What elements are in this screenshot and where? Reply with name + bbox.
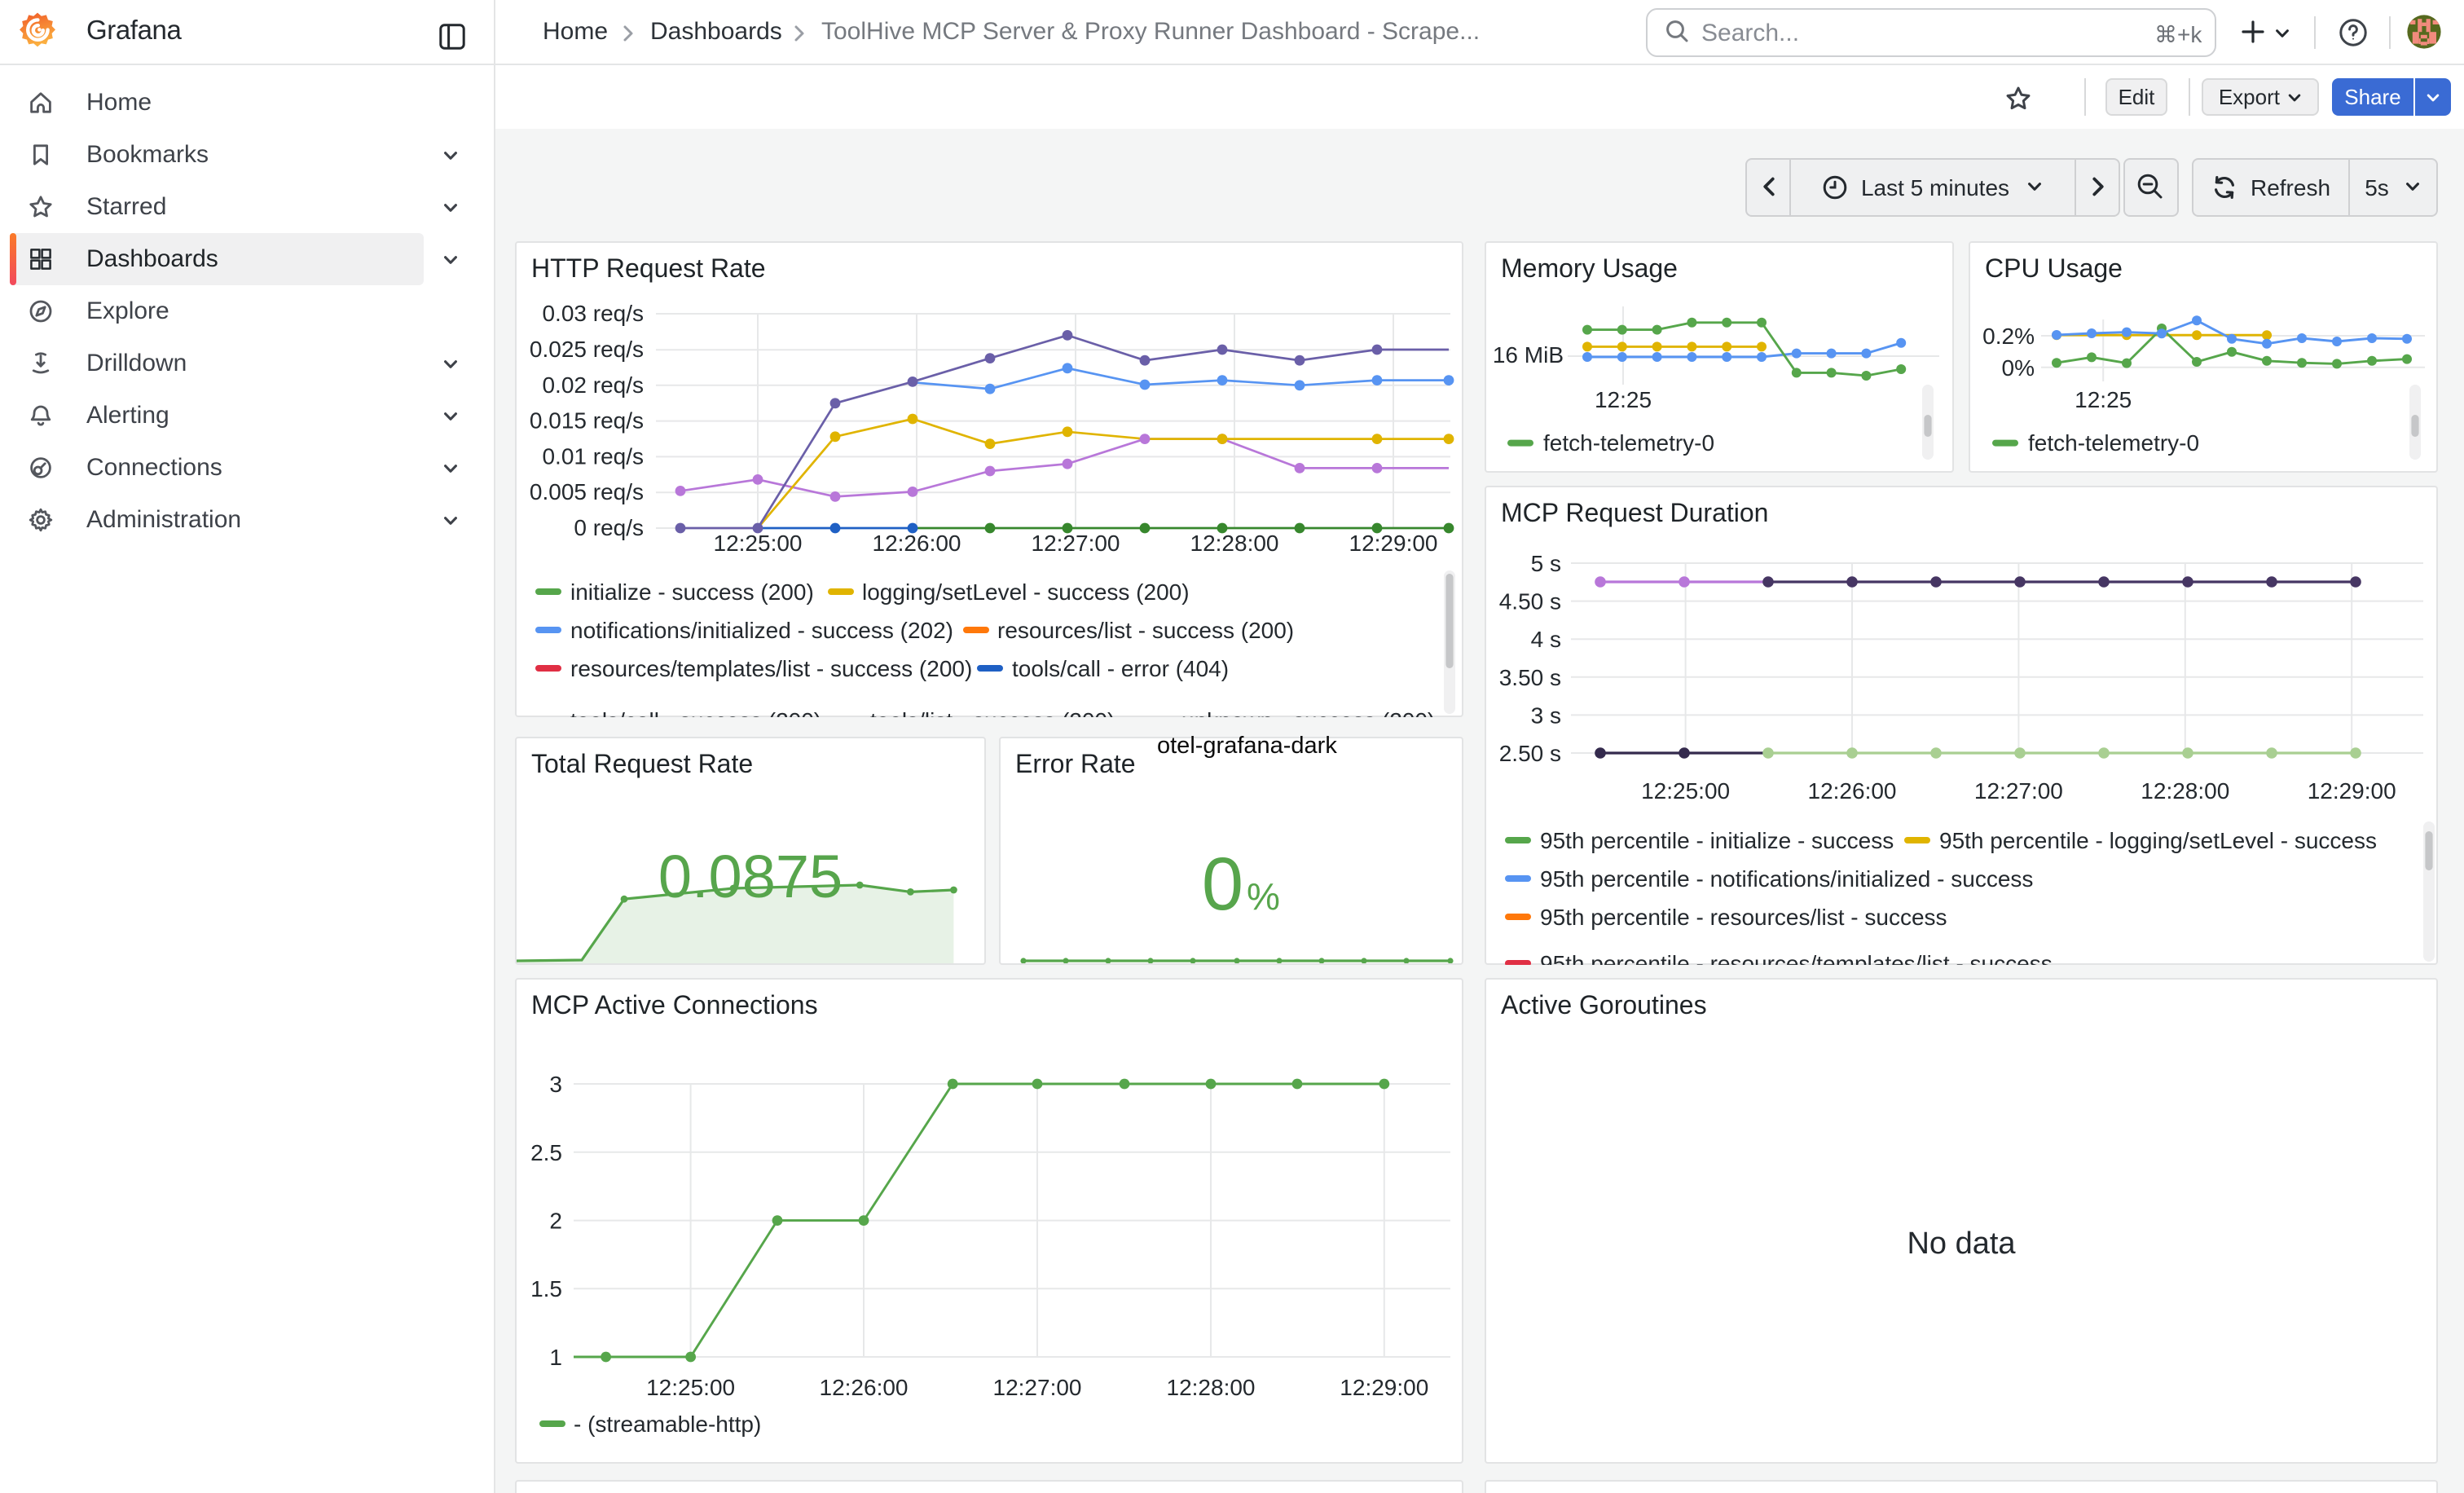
svg-text:2.5: 2.5 [530, 1140, 562, 1165]
svg-text:12:29:00: 12:29:00 [1340, 1375, 1428, 1400]
svg-text:0.2%: 0.2% [1982, 324, 2035, 349]
svg-text:12:26:00: 12:26:00 [820, 1375, 909, 1400]
svg-text:12:25:00: 12:25:00 [1641, 778, 1730, 804]
svg-text:3.50 s: 3.50 s [1499, 665, 1561, 690]
svg-text:12:26:00: 12:26:00 [1808, 778, 1897, 804]
svg-text:4 s: 4 s [1531, 627, 1561, 652]
svg-text:12:26:00: 12:26:00 [873, 531, 961, 556]
svg-text:tools/call - error (404): tools/call - error (404) [1012, 656, 1229, 681]
svg-text:resources/templates/list - suc: resources/templates/list - success (200) [570, 656, 972, 681]
svg-text:12:29:00: 12:29:00 [2308, 778, 2396, 804]
svg-text:2: 2 [549, 1209, 562, 1234]
svg-text:0.015 req/s: 0.015 req/s [530, 408, 644, 434]
svg-text:95th percentile - initialize -: 95th percentile - initialize - success [1540, 828, 1894, 853]
svg-text:12:29:00: 12:29:00 [1349, 531, 1438, 556]
svg-text:12:25:00: 12:25:00 [646, 1375, 735, 1400]
svg-text:3 s: 3 s [1531, 702, 1561, 728]
svg-text:4.50 s: 4.50 s [1499, 589, 1561, 614]
svg-text:unknown - success (200): unknown - success (200) [1181, 708, 1435, 717]
svg-text:- (streamable-http): - (streamable-http) [574, 1412, 761, 1437]
svg-text:12:28:00: 12:28:00 [1190, 531, 1279, 556]
svg-text:12:27:00: 12:27:00 [993, 1375, 1082, 1400]
svg-text:3: 3 [549, 1072, 562, 1097]
svg-text:95th percentile - notification: 95th percentile - notifications/initiali… [1540, 866, 2033, 892]
svg-text:12:28:00: 12:28:00 [1167, 1375, 1256, 1400]
svg-text:0%: 0% [2002, 355, 2035, 381]
svg-text:12:25:00: 12:25:00 [714, 531, 803, 556]
svg-text:2.50 s: 2.50 s [1499, 741, 1561, 766]
svg-text:1: 1 [549, 1345, 562, 1370]
svg-text:fetch-telemetry-0: fetch-telemetry-0 [1543, 430, 1714, 456]
svg-text:12:25: 12:25 [1595, 387, 1652, 412]
svg-text:0.02 req/s: 0.02 req/s [542, 372, 644, 398]
svg-text:0.025 req/s: 0.025 req/s [530, 337, 644, 362]
svg-text:0.0875: 0.0875 [658, 843, 843, 910]
svg-text:tools/call - success (200): tools/call - success (200) [570, 708, 821, 717]
svg-text:95th percentile - resources/te: 95th percentile - resources/templates/li… [1540, 951, 2053, 965]
svg-text:resources/list - success (200): resources/list - success (200) [997, 618, 1294, 643]
svg-text:notifications/initialized - su: notifications/initialized - success (202… [570, 618, 953, 643]
svg-text:12:25: 12:25 [2075, 387, 2132, 412]
svg-text:0.01 req/s: 0.01 req/s [542, 443, 644, 469]
svg-text:95th percentile - logging/setL: 95th percentile - logging/setLevel - suc… [1939, 828, 2377, 853]
svg-text:0: 0 [1202, 843, 1243, 926]
svg-text:12:27:00: 12:27:00 [1032, 531, 1120, 556]
svg-text:initialize - success (200): initialize - success (200) [570, 579, 814, 605]
svg-text:%: % [1247, 875, 1280, 918]
svg-text:95th percentile - resources/li: 95th percentile - resources/list - succe… [1540, 905, 1947, 930]
svg-text:logging/setLevel - success (20: logging/setLevel - success (200) [862, 579, 1190, 605]
svg-text:0.005 req/s: 0.005 req/s [530, 479, 644, 504]
svg-text:1.5: 1.5 [530, 1276, 562, 1301]
svg-text:5 s: 5 s [1531, 551, 1561, 576]
svg-text:16 MiB: 16 MiB [1493, 342, 1564, 368]
svg-text:12:28:00: 12:28:00 [2141, 778, 2229, 804]
svg-text:0.03 req/s: 0.03 req/s [542, 301, 644, 326]
svg-text:tools/list - success (200): tools/list - success (200) [870, 708, 1115, 717]
svg-text:fetch-telemetry-0: fetch-telemetry-0 [2028, 430, 2199, 456]
svg-text:0 req/s: 0 req/s [574, 515, 644, 540]
svg-text:12:27:00: 12:27:00 [1974, 778, 2063, 804]
